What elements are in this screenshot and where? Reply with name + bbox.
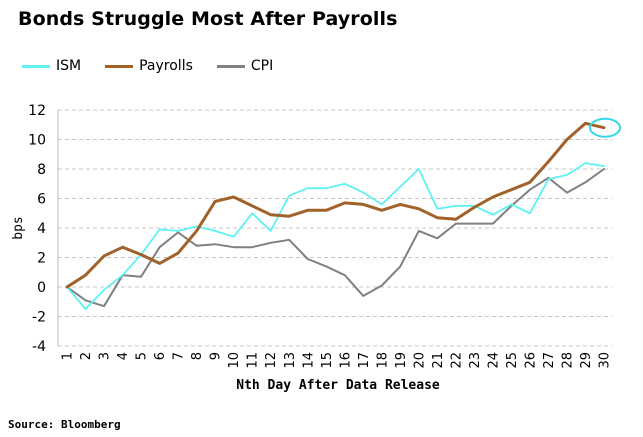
x-tick-label: 14 (301, 352, 316, 369)
legend-item-cpi: CPI (216, 58, 274, 74)
legend-label-payrolls: Payrolls (139, 58, 193, 74)
x-tick-label: 25 (505, 352, 520, 369)
y-tick-label: 10 (28, 133, 46, 149)
y-axis-title: bps (11, 216, 26, 239)
source-note: Source: Bloomberg (8, 418, 121, 431)
x-axis-title: Nth Day After Data Release (236, 378, 440, 393)
x-tick-label: 2 (79, 352, 94, 360)
x-tick-label: 23 (468, 352, 483, 369)
x-tick-label: 19 (394, 352, 409, 369)
x-tick-label: 11 (246, 352, 261, 369)
y-tick-label: -2 (32, 310, 46, 326)
legend-item-payrolls: Payrolls (105, 58, 193, 74)
x-tick-label: 8 (190, 352, 205, 360)
series-line-cpi (66, 168, 605, 308)
chart-title: Bonds Struggle Most After Payrolls (18, 8, 398, 30)
legend-swatch-cpi (216, 64, 245, 68)
highlight-circle (589, 117, 621, 138)
x-tick-label: 3 (98, 352, 113, 360)
y-tick-label: 4 (37, 221, 46, 237)
x-tick-label: 28 (561, 352, 576, 369)
x-tick-label: 18 (375, 352, 390, 369)
x-tick-label: 15 (320, 352, 335, 369)
x-tick-label: 20 (412, 352, 427, 369)
legend-swatch-ism (22, 64, 50, 68)
x-tick-label: 5 (135, 352, 150, 360)
x-tick-label: 22 (449, 352, 464, 369)
x-tick-label: 30 (598, 352, 613, 369)
x-tick-label: 1 (61, 352, 76, 360)
legend-swatch-payrolls (105, 64, 134, 68)
x-tick-label: 12 (264, 352, 279, 369)
x-tick-label: 6 (153, 352, 168, 360)
x-tick-label: 29 (579, 352, 594, 369)
series-line-payrolls (65, 121, 606, 289)
y-tick-label: 6 (37, 192, 46, 208)
y-tick-label: -4 (32, 339, 46, 355)
y-tick-label: 12 (28, 103, 46, 119)
legend-item-ism: ISM (22, 58, 81, 74)
x-tick-label: 26 (523, 352, 538, 369)
y-tick-label: 8 (37, 162, 46, 178)
x-tick-label: 9 (209, 352, 224, 360)
x-tick-label: 10 (227, 352, 242, 369)
legend: ISM Payrolls CPI (22, 58, 297, 74)
x-tick-label: 16 (338, 352, 353, 369)
x-tick-label: 21 (431, 352, 446, 369)
x-tick-label: 27 (542, 352, 557, 369)
y-tick-label: 2 (37, 251, 46, 267)
x-tick-label: 4 (116, 352, 131, 360)
y-tick-label: 0 (37, 280, 46, 296)
series-line-ism (66, 162, 605, 311)
x-tick-label: 13 (283, 352, 298, 369)
x-tick-label: 24 (486, 352, 501, 369)
x-tick-label: 17 (357, 352, 372, 369)
legend-label-cpi: CPI (250, 58, 274, 74)
x-tick-label: 7 (172, 352, 187, 360)
legend-label-ism: ISM (56, 58, 82, 74)
